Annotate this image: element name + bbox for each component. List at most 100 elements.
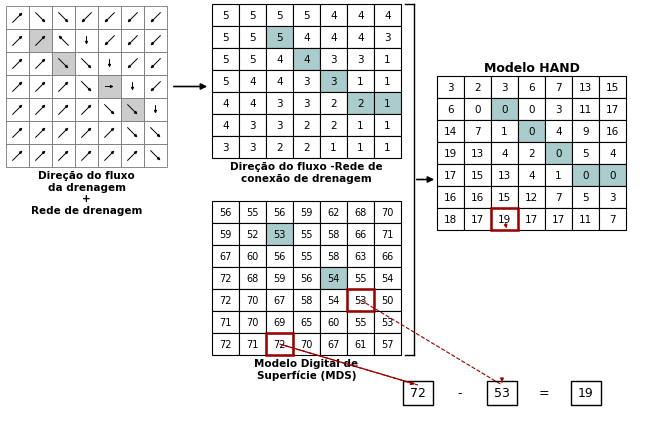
Bar — [212, 27, 239, 49]
Text: 1: 1 — [384, 55, 391, 65]
Bar — [491, 187, 518, 208]
Text: 11: 11 — [579, 105, 592, 115]
Bar — [75, 30, 98, 53]
Text: 16: 16 — [471, 193, 484, 202]
Bar — [491, 99, 518, 121]
Text: 70: 70 — [246, 295, 259, 305]
Text: 72: 72 — [410, 386, 426, 400]
Text: 2: 2 — [276, 143, 283, 153]
Text: 3: 3 — [276, 121, 283, 131]
Text: 58: 58 — [300, 295, 313, 305]
Bar — [266, 49, 293, 71]
Bar — [98, 7, 121, 30]
Text: 17: 17 — [606, 105, 619, 115]
Text: 67: 67 — [273, 295, 286, 305]
Bar — [239, 311, 266, 333]
Bar — [599, 121, 626, 143]
Text: 4: 4 — [384, 11, 391, 21]
Text: 13: 13 — [471, 149, 484, 158]
Text: 3: 3 — [330, 77, 337, 87]
Bar — [29, 30, 52, 53]
Bar — [266, 268, 293, 289]
Bar — [320, 289, 347, 311]
Bar — [98, 122, 121, 145]
Bar — [545, 208, 572, 230]
Bar — [239, 289, 266, 311]
Text: 4: 4 — [528, 170, 535, 181]
Bar — [98, 145, 121, 167]
Text: 4: 4 — [249, 77, 256, 87]
Bar — [293, 137, 320, 158]
Text: 4: 4 — [222, 121, 229, 131]
Bar — [212, 289, 239, 311]
Bar — [599, 77, 626, 99]
Bar — [239, 27, 266, 49]
Bar — [437, 143, 464, 164]
Bar — [212, 71, 239, 93]
Text: 6: 6 — [447, 105, 454, 115]
Bar — [347, 289, 374, 311]
Bar — [374, 245, 401, 268]
Bar — [347, 268, 374, 289]
Text: 5: 5 — [276, 33, 283, 43]
Text: 53: 53 — [494, 386, 510, 400]
Bar — [293, 201, 320, 224]
Bar — [464, 164, 491, 187]
Bar — [98, 30, 121, 53]
Bar — [52, 30, 75, 53]
Bar — [29, 122, 52, 145]
Text: 5: 5 — [222, 11, 229, 21]
Text: 3: 3 — [303, 99, 310, 109]
Text: 3: 3 — [330, 55, 337, 65]
Bar — [320, 27, 347, 49]
Text: 17: 17 — [552, 215, 565, 225]
Bar — [374, 224, 401, 245]
Text: 53: 53 — [273, 230, 286, 239]
Bar — [599, 164, 626, 187]
Text: 5: 5 — [249, 33, 256, 43]
Bar — [320, 224, 347, 245]
Bar — [320, 245, 347, 268]
Bar — [212, 93, 239, 115]
Bar — [144, 99, 167, 122]
Bar — [491, 77, 518, 99]
Text: 56: 56 — [300, 273, 313, 283]
Text: 2: 2 — [303, 143, 310, 153]
Text: 68: 68 — [354, 207, 367, 218]
Text: 0: 0 — [609, 170, 616, 181]
Text: 14: 14 — [444, 127, 457, 137]
Bar — [572, 164, 599, 187]
Text: 7: 7 — [555, 193, 562, 202]
Text: 52: 52 — [246, 230, 259, 239]
Text: 4: 4 — [222, 99, 229, 109]
Text: 56: 56 — [273, 251, 286, 262]
Bar — [518, 187, 545, 208]
Text: 71: 71 — [246, 339, 259, 349]
Bar — [239, 93, 266, 115]
Bar — [293, 245, 320, 268]
Bar — [266, 289, 293, 311]
Bar — [144, 76, 167, 99]
Text: 2: 2 — [330, 99, 337, 109]
Bar — [599, 99, 626, 121]
Bar — [212, 311, 239, 333]
Text: 15: 15 — [606, 83, 619, 93]
Text: 3: 3 — [447, 83, 454, 93]
Text: 4: 4 — [357, 11, 364, 21]
Text: 70: 70 — [381, 207, 394, 218]
Text: 4: 4 — [501, 149, 508, 158]
Text: 56: 56 — [273, 207, 286, 218]
Text: 2: 2 — [330, 121, 337, 131]
Bar — [293, 289, 320, 311]
Text: 18: 18 — [444, 215, 457, 225]
Bar — [464, 143, 491, 164]
Bar — [347, 27, 374, 49]
Text: 2: 2 — [474, 83, 481, 93]
Text: 3: 3 — [222, 143, 229, 153]
Bar — [293, 268, 320, 289]
Text: 1: 1 — [384, 121, 391, 131]
Bar — [6, 53, 29, 76]
Text: 55: 55 — [300, 251, 313, 262]
Text: 13: 13 — [498, 170, 511, 181]
Bar — [121, 7, 144, 30]
